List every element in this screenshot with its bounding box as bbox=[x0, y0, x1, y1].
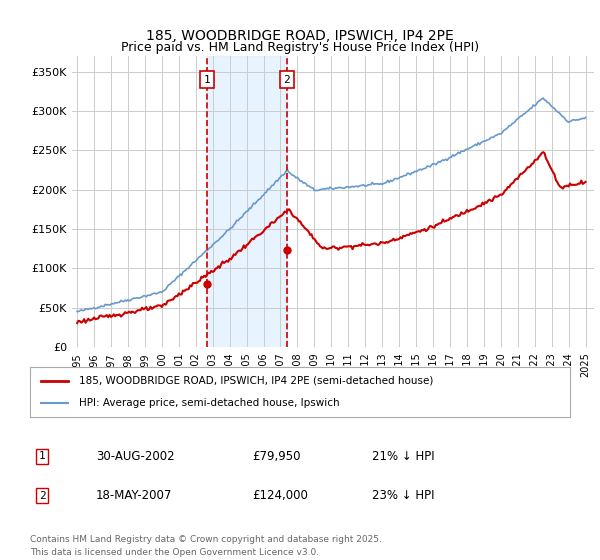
Text: £79,950: £79,950 bbox=[252, 450, 301, 463]
Text: 18-MAY-2007: 18-MAY-2007 bbox=[96, 489, 172, 502]
Text: 1: 1 bbox=[203, 74, 210, 85]
Text: 21% ↓ HPI: 21% ↓ HPI bbox=[372, 450, 434, 463]
Text: 30-AUG-2002: 30-AUG-2002 bbox=[96, 450, 175, 463]
Text: Contains HM Land Registry data © Crown copyright and database right 2025.
This d: Contains HM Land Registry data © Crown c… bbox=[30, 535, 382, 557]
Text: 23% ↓ HPI: 23% ↓ HPI bbox=[372, 489, 434, 502]
Bar bbox=[207, 56, 287, 347]
Text: Price paid vs. HM Land Registry's House Price Index (HPI): Price paid vs. HM Land Registry's House … bbox=[121, 41, 479, 54]
Text: 2: 2 bbox=[38, 491, 46, 501]
Text: 1: 1 bbox=[38, 451, 46, 461]
Text: 185, WOODBRIDGE ROAD, IPSWICH, IP4 2PE (semi-detached house): 185, WOODBRIDGE ROAD, IPSWICH, IP4 2PE (… bbox=[79, 376, 433, 386]
Text: 2: 2 bbox=[284, 74, 290, 85]
Text: £124,000: £124,000 bbox=[252, 489, 308, 502]
Text: HPI: Average price, semi-detached house, Ipswich: HPI: Average price, semi-detached house,… bbox=[79, 398, 339, 408]
Text: 185, WOODBRIDGE ROAD, IPSWICH, IP4 2PE: 185, WOODBRIDGE ROAD, IPSWICH, IP4 2PE bbox=[146, 29, 454, 44]
